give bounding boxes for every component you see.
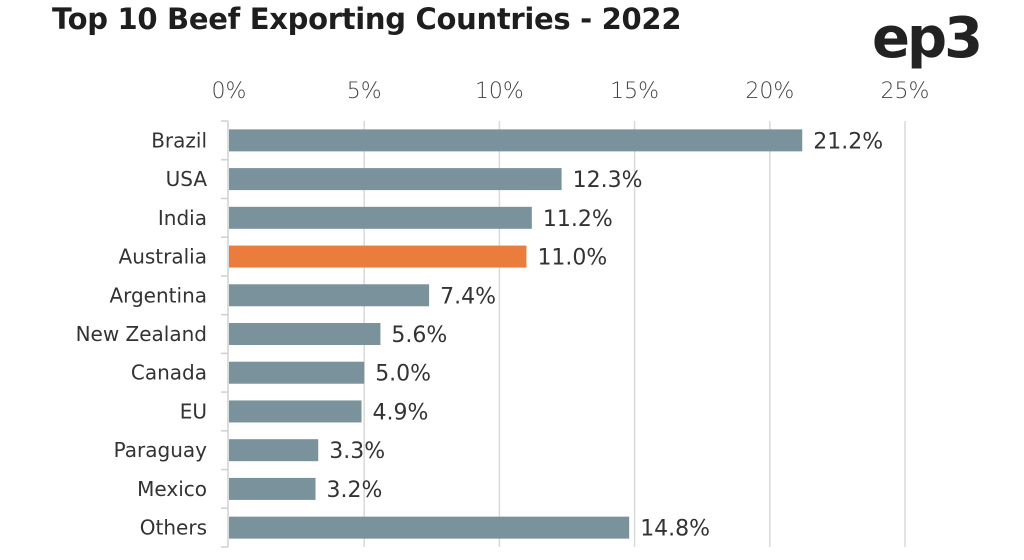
x-tick-label: 20% [745,79,794,104]
category-label: India [158,206,207,230]
ep3-logo: ep3 [872,6,983,71]
category-label: Brazil [151,128,207,152]
bar-india [229,206,532,229]
category-label: USA [166,167,208,191]
x-tick-label: 0% [212,79,247,104]
data-label: 3.2% [327,478,383,503]
chart-title: Top 10 Beef Exporting Countries - 2022 [52,2,682,36]
category-label: Mexico [137,477,207,501]
bar-australia [229,245,527,268]
category-label: Others [140,516,207,540]
data-labels: 21.2% 12.3% 11.2% 11.0% 7.4% 5.6% 5.0% 4.9% 3.3%… [327,129,884,541]
x-tick-label: 5% [347,79,382,104]
data-label: 7.4% [440,284,496,309]
bar-mexico [229,477,316,500]
x-tick-label: 25% [881,79,930,104]
data-label: 5.6% [391,323,447,348]
bar-others [229,516,630,539]
data-label: 5.0% [375,362,431,387]
data-label: 3.3% [329,439,385,464]
category-labels: Brazil USA India Australia Argentina New Zeal… [76,128,208,539]
category-label: Argentina [109,283,207,307]
y-axis [221,120,229,548]
category-label: Paraguay [114,438,208,462]
bar-brazil [229,129,803,152]
bar-new-zealand [229,323,381,345]
x-tick-label: 10% [475,79,524,104]
data-label: 4.9% [372,400,428,425]
bars [229,129,803,539]
x-tick-label: 15% [610,79,659,104]
bar-argentina [229,284,430,307]
x-axis-ticks: 0% 5% 10% 15% 20% 25% [212,79,930,104]
bar-eu [229,400,362,423]
data-label: 21.2% [813,129,883,154]
category-label: New Zealand [76,322,207,346]
data-label: 11.0% [537,246,607,271]
category-label: EU [180,399,207,423]
data-label: 12.3% [573,168,643,193]
bar-paraguay [229,439,319,462]
bar-canada [229,361,365,384]
category-label: Australia [119,245,207,269]
category-label: Canada [131,361,207,385]
data-label: 11.2% [543,207,613,232]
data-label: 14.8% [640,517,710,542]
bar-usa [229,168,562,191]
